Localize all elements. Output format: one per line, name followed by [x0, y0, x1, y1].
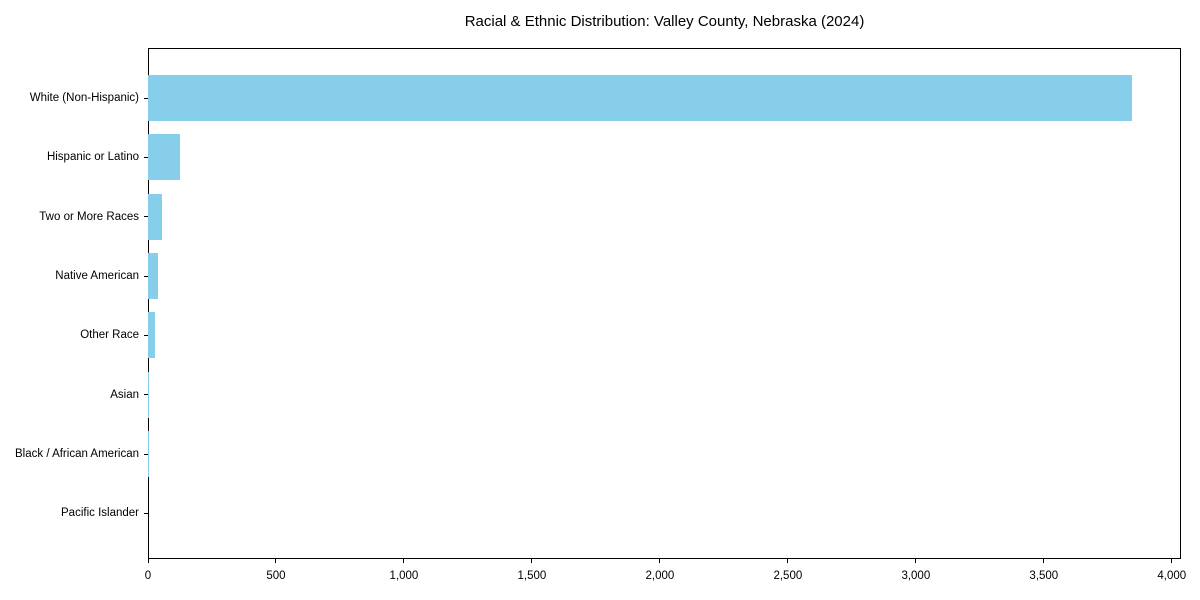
bar-3	[148, 253, 158, 300]
x-tick-mark	[403, 559, 405, 563]
x-tick-label: 2,000	[645, 570, 675, 582]
y-tick-mark	[144, 156, 148, 158]
x-tick-mark	[915, 559, 917, 563]
y-tick-mark	[144, 512, 148, 514]
bar-4	[148, 312, 155, 359]
bar-1	[148, 134, 180, 181]
x-tick-mark	[787, 559, 789, 563]
x-tick-mark	[147, 559, 149, 563]
plot-area	[148, 48, 1181, 559]
x-tick-label: 500	[266, 570, 286, 582]
bar-5	[148, 371, 150, 418]
bar-0	[148, 75, 1133, 121]
chart-title: Racial & Ethnic Distribution: Valley Cou…	[464, 13, 865, 30]
y-tick-label: Asian	[110, 388, 139, 401]
y-tick-label: Black / African American	[15, 448, 139, 461]
y-tick-label: Hispanic or Latino	[46, 151, 139, 164]
y-tick-mark	[144, 453, 148, 455]
bar-6	[148, 431, 149, 478]
y-tick-mark	[144, 97, 148, 99]
y-tick-label: Two or More Races	[39, 210, 139, 223]
x-tick-mark	[531, 559, 533, 563]
x-tick-mark	[1171, 559, 1173, 563]
x-tick-label: 1,500	[517, 570, 547, 582]
y-tick-label: Pacific Islander	[61, 507, 139, 520]
x-tick-label: 4,000	[1157, 570, 1187, 582]
y-tick-mark	[144, 334, 148, 336]
x-tick-mark	[659, 559, 661, 563]
x-tick-label: 3,000	[901, 570, 931, 582]
y-tick-mark	[144, 275, 148, 277]
y-tick-mark	[144, 216, 148, 218]
y-tick-label: White (Non-Hispanic)	[29, 92, 139, 104]
x-tick-mark	[1043, 559, 1045, 563]
y-tick-label: Native American	[55, 270, 139, 283]
y-tick-label: Other Race	[80, 329, 139, 342]
bar-2	[148, 193, 163, 240]
x-tick-mark	[275, 559, 277, 563]
x-tick-label: 2,500	[773, 570, 803, 582]
x-tick-label: 0	[144, 570, 152, 582]
x-tick-label: 1,000	[389, 570, 419, 582]
x-tick-label: 3,500	[1029, 570, 1059, 582]
y-tick-mark	[144, 394, 148, 396]
